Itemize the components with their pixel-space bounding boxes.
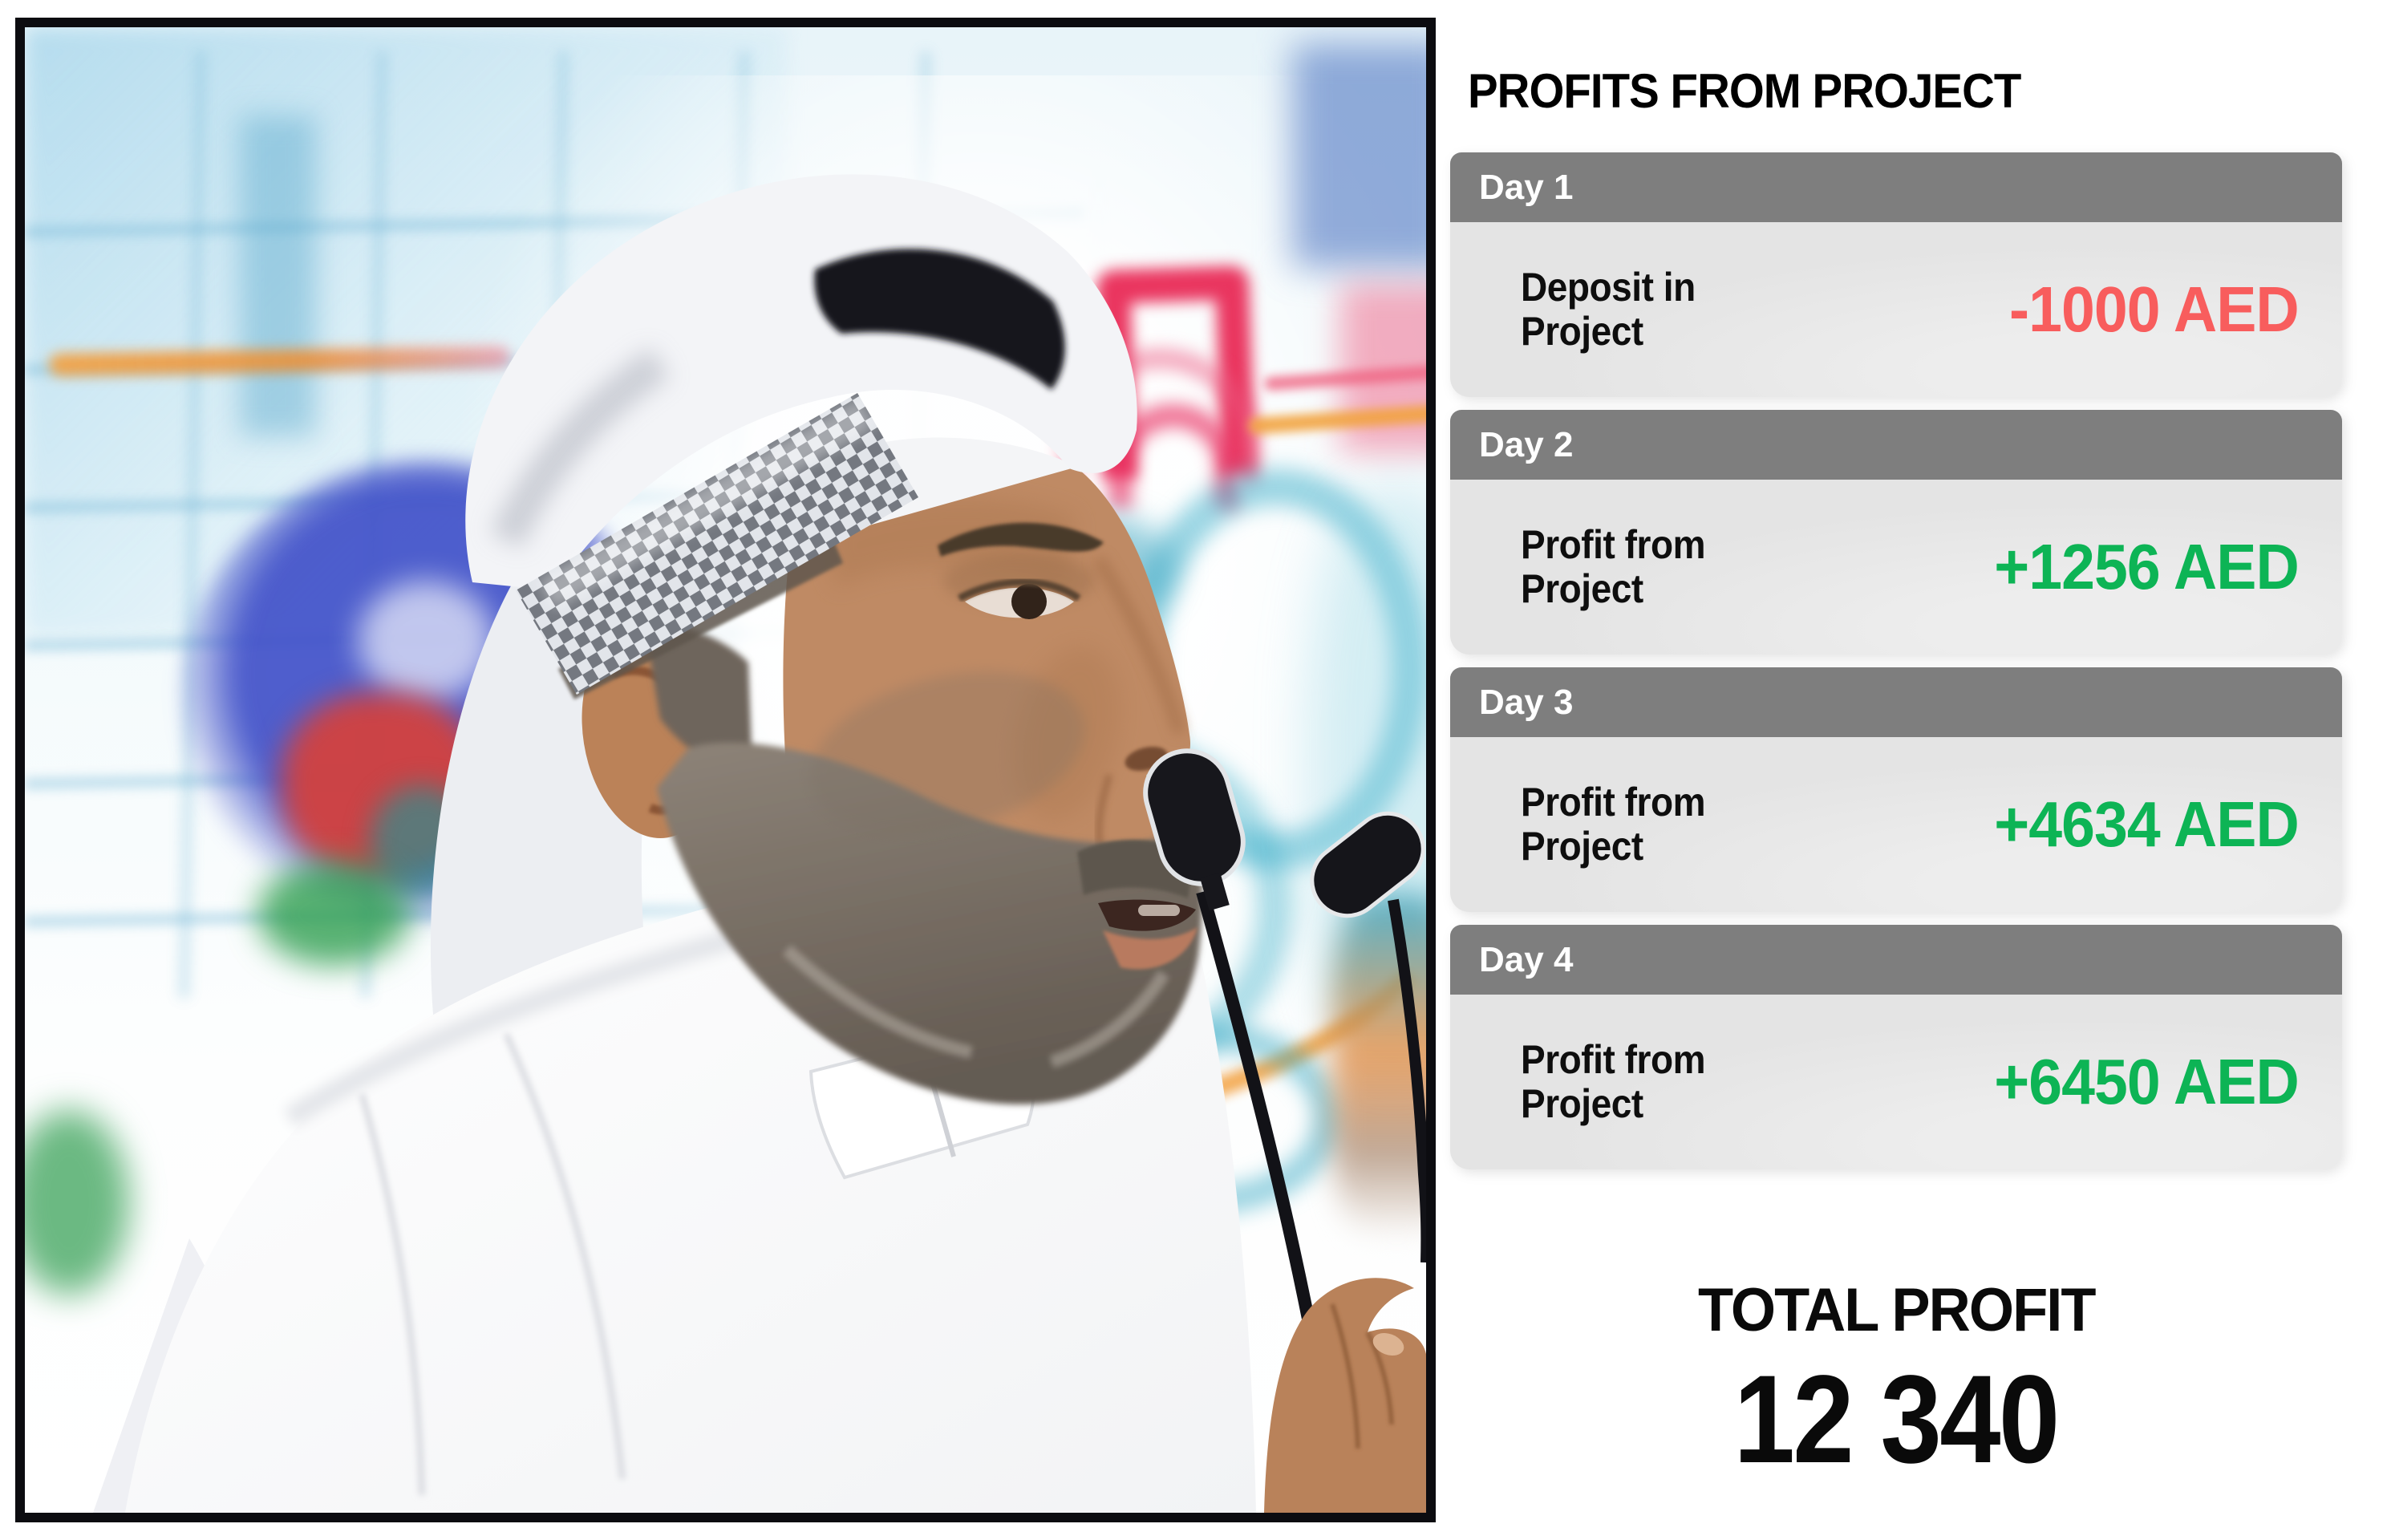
speaker-photo <box>15 18 1436 1522</box>
teeth <box>1138 905 1180 916</box>
day-4-label: Day 4 <box>1479 939 1574 979</box>
photo-canvas <box>25 27 1426 1513</box>
day-card-2-body: Profit from Project +1256 AED <box>1450 480 2342 654</box>
day-card-2: Day 2 Profit from Project +1256 AED <box>1450 410 2342 654</box>
day-card-2-header: Day 2 <box>1450 410 2342 480</box>
microphone-2 <box>1310 811 1426 1262</box>
photo-bg-green-blob-left <box>25 1110 129 1295</box>
hand <box>1264 1278 1426 1513</box>
finger-creases <box>1330 1303 1394 1449</box>
day-4-amount: +6450 AED <box>1994 1046 2300 1117</box>
lower-lip <box>1103 927 1198 970</box>
day-card-1-header: Day 1 <box>1450 152 2342 222</box>
cheek-stubble <box>809 671 1085 835</box>
ghutra-fold-shadow <box>490 347 671 549</box>
day-1-label: Day 1 <box>1479 167 1574 207</box>
microphone-2-stand <box>1388 898 1426 1262</box>
panel-title: PROFITS FROM PROJECT <box>1468 64 2021 118</box>
ghutra-opening-shadow <box>814 249 1065 390</box>
day-card-3: Day 3 Profit from Project +4634 AED <box>1450 667 2342 912</box>
photo-bg-blue-blob <box>1292 43 1426 268</box>
day-card-1: Day 1 Deposit in Project -1000 AED <box>1450 152 2342 397</box>
robe-fold-line <box>359 1032 626 1496</box>
total-profit-label: TOTAL PROFIT <box>1697 1276 2097 1344</box>
day-card-3-body: Profit from Project +4634 AED <box>1450 737 2342 912</box>
day-2-label: Day 2 <box>1479 424 1574 464</box>
total-profit-value: 12 340 <box>1733 1350 2061 1489</box>
day-3-amount: +4634 AED <box>1994 788 2300 860</box>
speaker-figure-illustration <box>93 174 1426 1513</box>
iris <box>1011 584 1047 619</box>
day-1-description: Deposit in Project <box>1521 265 1696 354</box>
day-3-description: Profit from Project <box>1521 780 1706 869</box>
day-card-4: Day 4 Profit from Project +6450 AED <box>1450 925 2342 1169</box>
profits-panel: PROFITS FROM PROJECT Day 1 Deposit in Pro… <box>1450 0 2342 1540</box>
fingernail <box>1372 1332 1404 1356</box>
day-card-4-body: Profit from Project +6450 AED <box>1450 995 2342 1169</box>
microphone-1-joint <box>1200 872 1230 911</box>
day-card-3-header: Day 3 <box>1450 667 2342 737</box>
nose-bridge-shading <box>1092 555 1186 736</box>
day-1-amount: -1000 AED <box>2009 274 2300 345</box>
photo-bg-blue-streak <box>240 116 316 436</box>
day-card-1-body: Deposit in Project -1000 AED <box>1450 222 2342 397</box>
day-3-label: Day 3 <box>1479 682 1574 722</box>
microphone-2-head <box>1310 811 1425 918</box>
day-2-amount: +1256 AED <box>1994 531 2300 602</box>
beard <box>657 742 1203 1104</box>
day-card-4-header: Day 4 <box>1450 925 2342 995</box>
beard-gray-streaks <box>782 945 1169 1068</box>
day-4-description: Profit from Project <box>1521 1037 1706 1126</box>
upper-eyelid <box>957 578 1081 602</box>
ghutra-mesh-highlight <box>538 398 875 610</box>
day-2-description: Profit from Project <box>1521 522 1706 611</box>
photo-bg-circle-green-blob <box>257 861 410 966</box>
eyebrow <box>938 522 1104 557</box>
ghutra-mesh-band <box>516 393 918 695</box>
